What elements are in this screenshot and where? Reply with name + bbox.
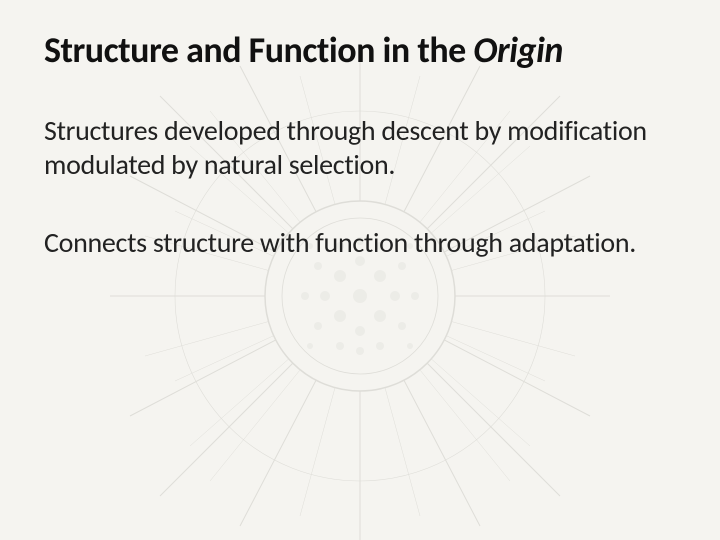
slide-container: Structure and Function in the Origin Str… <box>0 0 720 540</box>
title-text: Structure and Function in the <box>44 28 473 72</box>
paragraph-2: Connects structure with function through… <box>44 226 676 260</box>
title-italic: Origin <box>473 28 562 72</box>
paragraph-1: Structures developed through descent by … <box>44 114 676 182</box>
slide-title: Structure and Function in the Origin <box>44 28 676 72</box>
